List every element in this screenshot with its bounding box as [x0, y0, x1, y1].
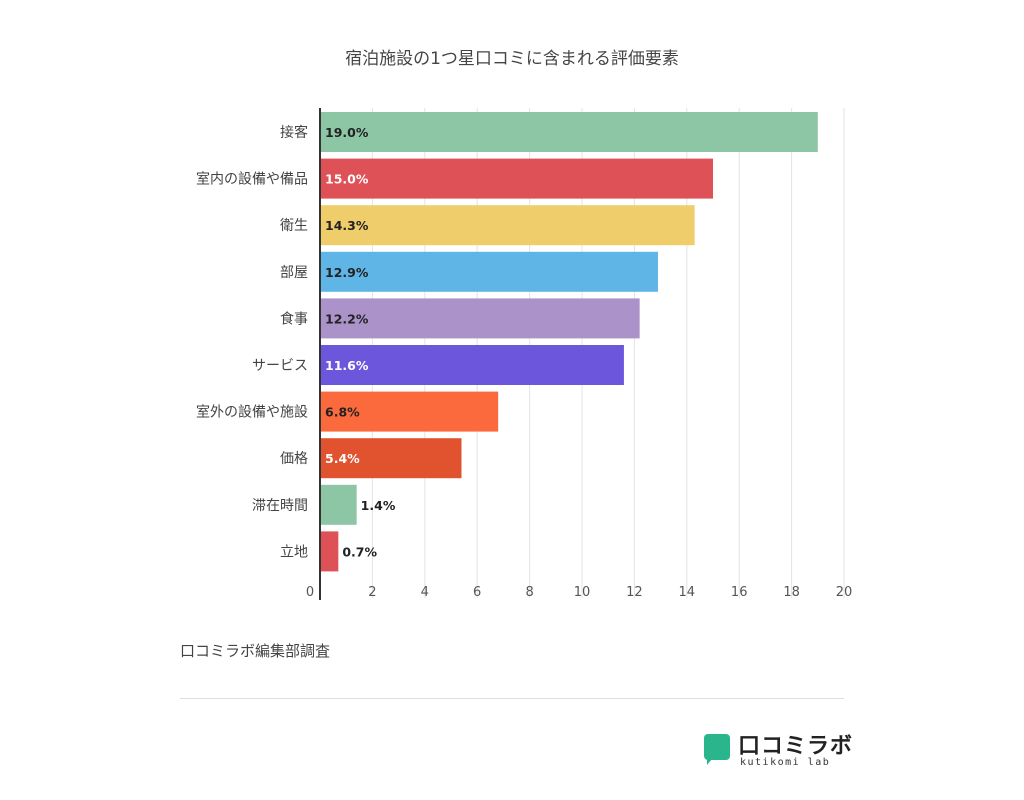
brand-name: 口コミラボ	[738, 734, 854, 759]
source-footnote: 口コミラボ編集部調査	[180, 642, 331, 660]
x-tick-label: 16	[731, 585, 748, 600]
bar	[320, 345, 624, 385]
bar	[320, 112, 818, 152]
bar	[320, 298, 640, 339]
bar	[320, 158, 713, 199]
brand-logo: 口コミラボ kutikomi lab	[704, 728, 852, 772]
category-label: 室内の設備や備品	[196, 171, 308, 188]
x-tick-label: 18	[783, 585, 800, 600]
x-tick-label: 0	[306, 585, 314, 600]
category-label: 衛生	[280, 218, 308, 234]
x-tick-labels: 0 2 4 6 8 10 12 14 16 18 20	[306, 585, 852, 600]
x-tick-label: 6	[473, 585, 481, 600]
category-label: 滞在時間	[252, 498, 308, 514]
x-tick-label: 12	[626, 585, 643, 600]
data-label: 12.9%	[325, 265, 369, 280]
x-tick-label: 10	[574, 585, 591, 600]
bar	[320, 484, 357, 525]
data-label: 12.2%	[325, 311, 369, 326]
data-label: 14.3%	[325, 218, 369, 233]
bar	[320, 251, 658, 292]
bar	[320, 391, 499, 432]
category-label: 価格	[280, 451, 308, 467]
bar	[320, 438, 462, 479]
data-label: 5.4%	[325, 451, 360, 466]
x-tick-label: 20	[836, 585, 853, 600]
data-label: 1.4%	[361, 498, 396, 513]
data-label: 15.0%	[325, 172, 369, 187]
data-label: 6.8%	[325, 405, 360, 420]
brand-subtitle: kutikomi lab	[740, 757, 831, 768]
bar	[320, 531, 339, 572]
data-label: 19.0%	[325, 125, 369, 140]
category-label: 室外の設備や施設	[196, 404, 308, 421]
chart-title: 宿泊施設の1つ星口コミに含まれる評価要素	[345, 49, 679, 69]
speech-bubble-icon	[704, 734, 730, 765]
x-tick-label: 14	[679, 585, 696, 600]
value-labels: 19.0% 15.0% 14.3% 12.9% 12.2% 11.6% 6.8% 5.4% 1.…	[325, 125, 396, 559]
category-label: 立地	[280, 544, 308, 560]
bar	[320, 205, 695, 246]
data-label: 0.7%	[342, 544, 377, 559]
x-tick-label: 2	[368, 585, 376, 600]
x-tick-label: 4	[421, 585, 429, 600]
category-label: サービス	[252, 358, 308, 374]
bars	[320, 112, 818, 572]
x-tick-label: 8	[525, 585, 533, 600]
divider	[180, 698, 844, 699]
category-label: 食事	[280, 310, 308, 327]
data-label: 11.6%	[325, 358, 369, 373]
category-label: 部屋	[280, 265, 308, 281]
category-label: 接客	[280, 124, 308, 141]
